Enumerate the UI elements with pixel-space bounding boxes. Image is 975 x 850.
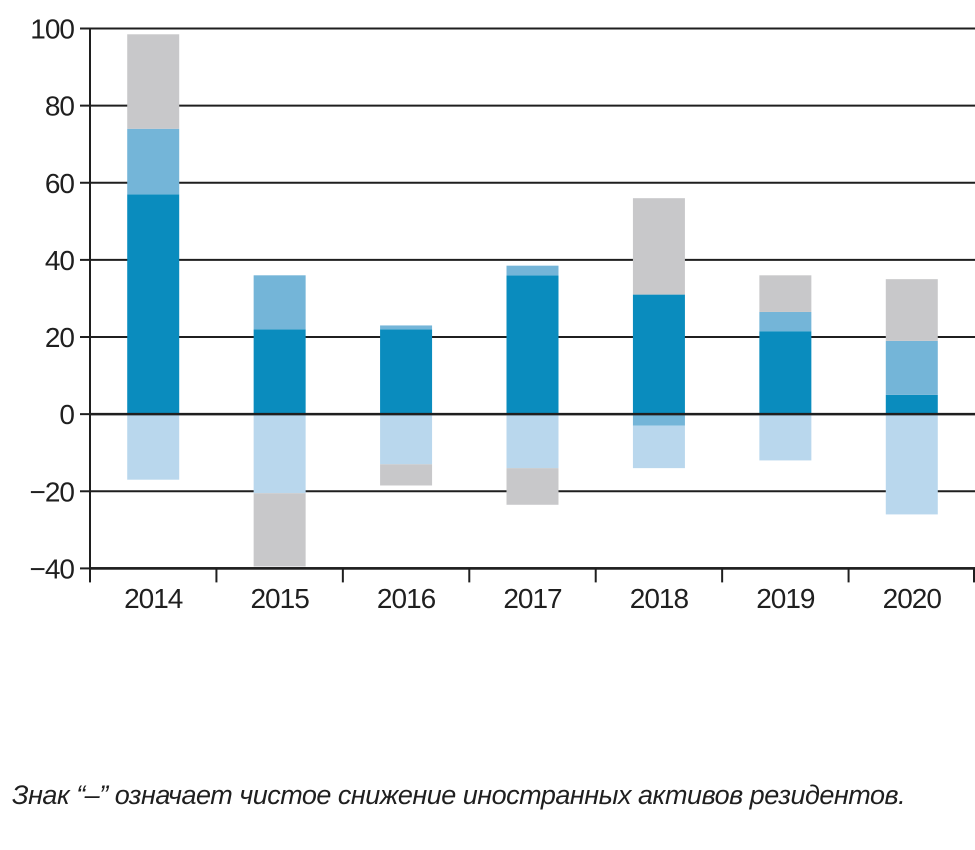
bar-segment-s3-2020 — [885, 279, 938, 341]
bar-segment-s0-2015 — [253, 329, 306, 415]
bar-segment-s1-2014 — [127, 128, 180, 195]
bar-segment-s1-2017 — [506, 265, 559, 276]
chart-legend: Прямые инвестиции Портфельные инвестиции… — [0, 628, 975, 768]
bar-segment-s2-2015 — [253, 414, 306, 494]
x-label-2014: 2014 — [124, 583, 183, 614]
bar-segment-s2-2017 — [506, 414, 559, 469]
bar-segment-s3-2018 — [632, 198, 685, 295]
bar-segment-s3-2017 — [506, 468, 559, 505]
bar-segment-s0-2019 — [759, 331, 812, 415]
bar-segment-s1-2020 — [885, 340, 938, 395]
bar-segment-s0-2017 — [506, 275, 559, 415]
stacked-bar-chart: 100 80 60 40 20 0 −20 −40 2014 2015 2016 2017 2018 20… — [30, 14, 975, 614]
bar-segment-s3-2016 — [380, 464, 433, 486]
bar-segment-s3-2019 — [759, 275, 812, 312]
bar-segment-s2-2016 — [380, 414, 433, 465]
x-label-2015: 2015 — [250, 583, 309, 614]
x-label-2019: 2019 — [756, 583, 815, 614]
x-label-2017: 2017 — [503, 583, 562, 614]
y-tick-label-80: 80 — [45, 91, 75, 122]
x-label-2018: 2018 — [630, 583, 689, 614]
bar-segment-s0-2020 — [885, 394, 938, 415]
bar-segment-s1-2016 — [380, 325, 433, 330]
bar-segment-s2-2019 — [759, 414, 812, 461]
y-tick-label-40: 40 — [45, 245, 75, 276]
chart-caption: Знак “–” означает чистое снижение иностр… — [12, 780, 906, 810]
bar-segment-s0-2016 — [380, 329, 433, 415]
y-tick-label-20: 20 — [45, 322, 75, 353]
y-tick-label-60: 60 — [45, 168, 75, 199]
bar-segment-s3-2015 — [253, 493, 306, 567]
bar-segment-s0-2014 — [127, 194, 180, 415]
y-tick-label--20: −20 — [30, 476, 75, 507]
bar-segment-s2-2014 — [127, 414, 180, 480]
y-tick-label-0: 0 — [59, 399, 74, 430]
bar-segment-s1-2015 — [253, 275, 306, 330]
x-label-2016: 2016 — [377, 583, 436, 614]
bar-segment-s2-2018 — [632, 425, 685, 469]
y-tick-label--40: −40 — [30, 553, 75, 584]
bar-segment-s2-2020 — [885, 414, 938, 515]
x-label-2020: 2020 — [883, 583, 942, 614]
bar-segment-s0-2018 — [632, 294, 685, 415]
bar-segment-s1-2018 — [632, 414, 685, 426]
y-tick-label-100: 100 — [30, 14, 74, 45]
bar-segment-s1-2019 — [759, 311, 812, 332]
bar-segment-s3-2014 — [127, 34, 180, 129]
